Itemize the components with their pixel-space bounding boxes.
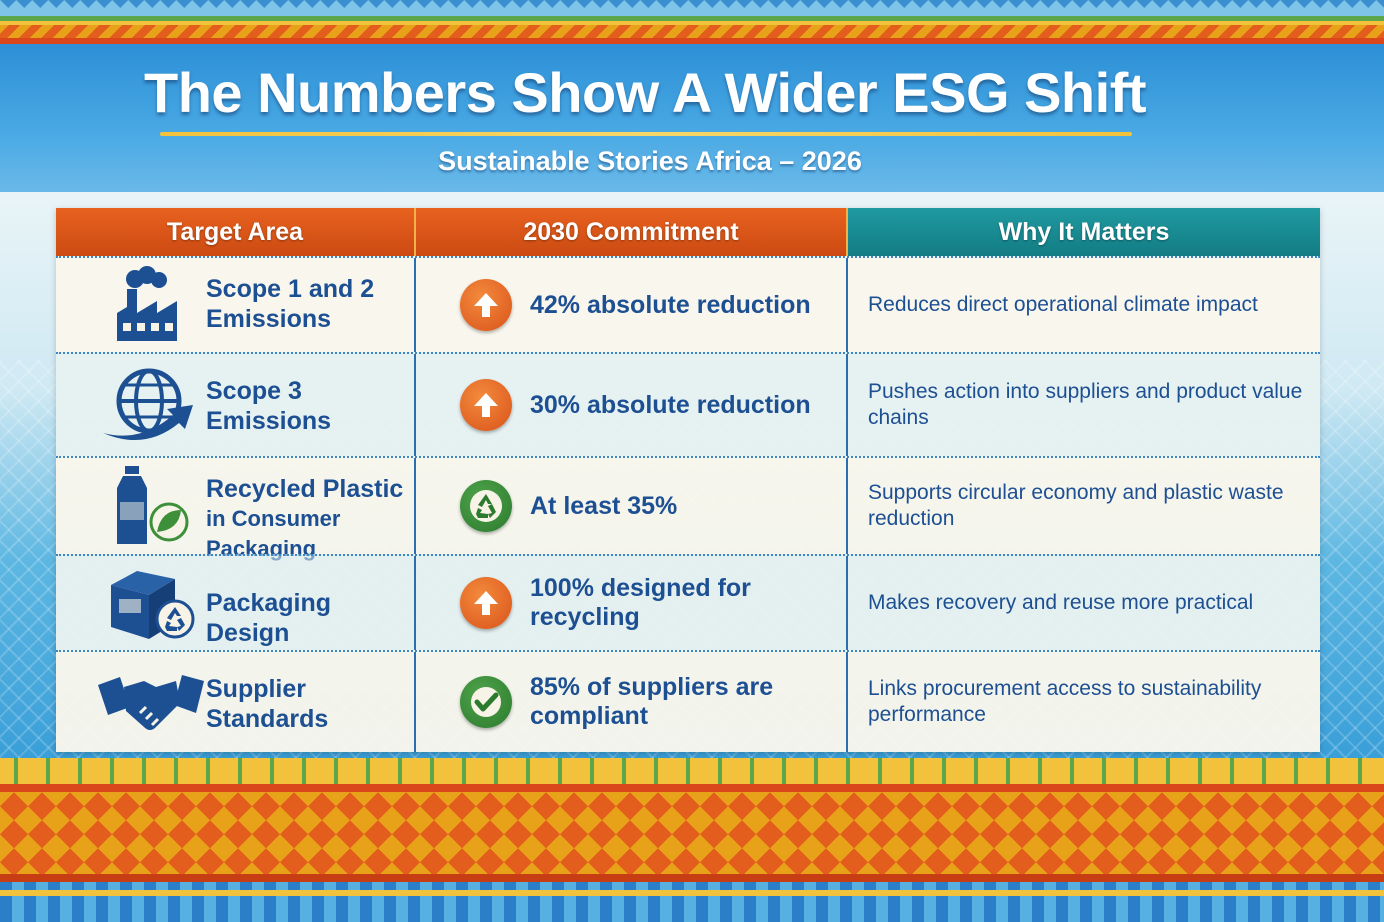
target-area-label: Recycled Plastic (206, 475, 404, 503)
page-subtitle: Sustainable Stories Africa – 2026 (438, 146, 862, 176)
header-band (0, 44, 1384, 192)
target-area-label-line2: Emissions (206, 407, 332, 435)
handshake-icon (96, 657, 206, 747)
table-row: Scope 1 and 2 Emissions 42% absolute red… (56, 256, 1320, 352)
page-title: The Numbers Show A Wider ESG Shift (144, 61, 1147, 124)
bottle-leaf-icon (96, 461, 206, 551)
target-area-label-line2: Emissions (206, 305, 332, 333)
title-underline (160, 132, 1132, 136)
target-area-label: Scope 3 (206, 377, 302, 405)
commitment-value: 42% absolute reduction (530, 290, 811, 319)
table-header: Target Area 2030 Commitment Why It Matte… (56, 208, 1320, 256)
column-header-commitment: 2030 Commitment (414, 208, 846, 256)
targets-table: Target Area 2030 Commitment Why It Matte… (56, 208, 1320, 752)
commitment-value: 30% absolute reduction (530, 390, 811, 419)
column-header-target-area: Target Area (56, 208, 414, 256)
arrow-up-icon (460, 279, 512, 331)
why-it-matters-text: Supports circular economy and plastic wa… (868, 481, 1284, 530)
table-row: Supplier Standards 85% of suppliers are … (56, 650, 1320, 752)
why-it-matters-text: Links procurement access to sustainabili… (868, 677, 1262, 726)
commitment-value: 100% designed for recycling (530, 574, 751, 631)
table-row: Scope 3 Emissions 30% absolute reduction… (56, 352, 1320, 456)
arrow-up-icon (460, 379, 512, 431)
globe-arrow-icon (96, 360, 206, 450)
target-area-label-line2: Standards (206, 705, 329, 733)
column-header-why: Why It Matters (846, 208, 1320, 256)
commitment-value: 85% of suppliers are compliant (530, 673, 774, 730)
why-it-matters-text: Pushes action into suppliers and product… (868, 380, 1303, 429)
top-decorative-border (0, 0, 1384, 44)
bottom-decorative-border (0, 758, 1384, 922)
why-it-matters-text: Makes recovery and reuse more practical (868, 591, 1254, 614)
table-row: Packaging Design 100% designed for recyc… (56, 554, 1320, 650)
recycle-icon (460, 480, 512, 532)
table-row: Recycled Plastic in Consumer Packaging A… (56, 456, 1320, 561)
commitment-value: At least 35% (530, 491, 678, 520)
target-area-label: Packaging Design (206, 589, 332, 647)
target-area-label: Scope 1 and 2 (206, 275, 375, 303)
why-it-matters-text: Reduces direct operational climate impac… (868, 293, 1258, 316)
box-recycle-icon (96, 558, 206, 648)
arrow-up-icon (460, 577, 512, 629)
target-area-label: Supplier (206, 675, 307, 703)
checkmark-icon (460, 676, 512, 728)
factory-icon (96, 260, 206, 350)
